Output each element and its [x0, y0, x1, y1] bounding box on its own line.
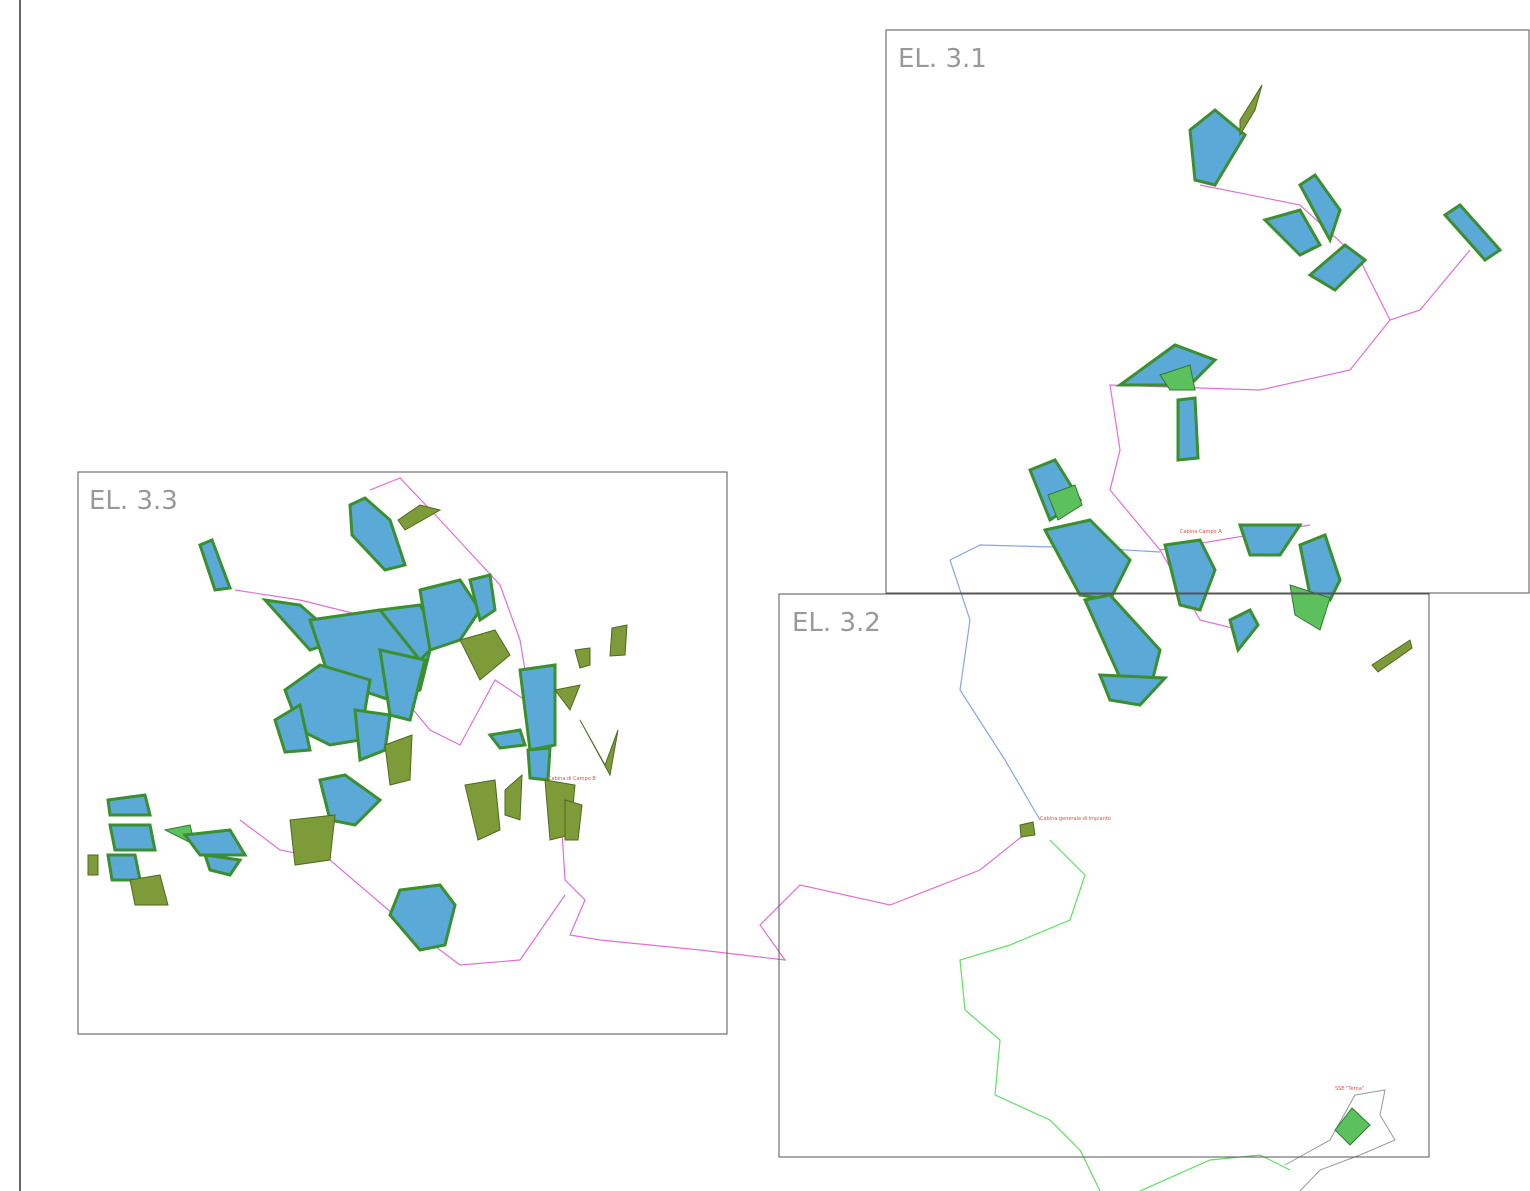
frame-title: EL. 3.1: [898, 44, 987, 74]
map-shape: [1163, 538, 1217, 612]
map-shape: [1176, 396, 1200, 462]
map-shape: [1262, 208, 1323, 257]
map-shape: [1159, 364, 1196, 391]
map-shape: [273, 702, 312, 754]
map-shape: [418, 578, 482, 652]
map-shape: [1042, 518, 1132, 602]
map-shape: [1371, 639, 1413, 673]
map-shape: [397, 504, 442, 531]
map-shape: [198, 538, 233, 592]
map-label: Cabina di Campo B: [548, 776, 596, 782]
map-shape: [464, 779, 501, 841]
map-shape: [202, 853, 243, 877]
frame-title: EL. 3.2: [792, 608, 881, 638]
frame-el-3-1: [885, 29, 1530, 594]
map-shape: [1334, 1107, 1371, 1146]
map-shape: [564, 799, 583, 841]
map-shape: [487, 728, 528, 750]
map-shape: [1109, 184, 1471, 631]
map-shape: [1228, 608, 1260, 654]
frame-el-3-3: [77, 471, 728, 1035]
map-shape: [459, 629, 511, 681]
map-shape: [1188, 108, 1247, 187]
map-shape: [1298, 533, 1342, 602]
map-shape: [1442, 203, 1503, 262]
map-shape: [554, 684, 581, 712]
map-shape: [1019, 821, 1036, 838]
map-shape: [1237, 523, 1303, 557]
map-shape: [1284, 1089, 1396, 1191]
map-shape: [1307, 243, 1368, 292]
map-shape: [289, 814, 336, 866]
map-shape: [378, 648, 427, 722]
frame-el-3-2: [778, 593, 1430, 1158]
map-shape: [574, 647, 591, 669]
map-shape: [959, 839, 1291, 1191]
map-label: Cabina generale di impianto: [1040, 816, 1111, 822]
map-shape: [353, 708, 392, 763]
map-shape: [106, 853, 142, 882]
map-shape: [468, 573, 497, 623]
map-shape: [388, 883, 457, 952]
fields: [87, 84, 1503, 1146]
map-shape: [518, 663, 557, 752]
map-shape: [384, 734, 413, 786]
map-shape: [129, 874, 169, 906]
map-shape: [526, 746, 552, 782]
map-shape: [1298, 172, 1342, 244]
map-shape: [609, 624, 628, 657]
map-shape: [504, 773, 523, 821]
map-shape: [182, 828, 248, 857]
map-shape: [87, 854, 99, 876]
map-shape: [106, 793, 152, 817]
map-shape: [318, 773, 383, 827]
map-label: Cabina Campo A: [1180, 529, 1222, 535]
map-shape: [579, 719, 619, 777]
map-shape: [1239, 84, 1263, 137]
map-shape: [108, 823, 157, 852]
frame-title: EL. 3.3: [89, 486, 178, 516]
map-shape: [348, 496, 407, 572]
map-label: SSE "Terna": [1335, 1086, 1364, 1092]
map-shape: [1047, 484, 1083, 521]
map-shape: [1097, 673, 1169, 707]
